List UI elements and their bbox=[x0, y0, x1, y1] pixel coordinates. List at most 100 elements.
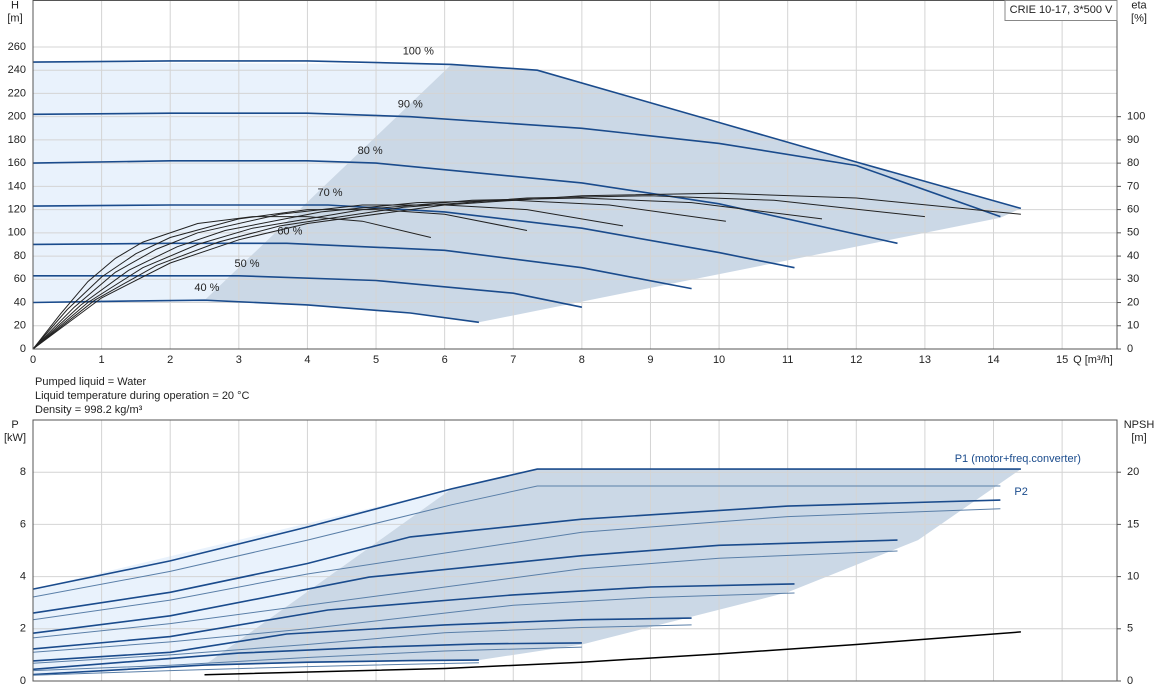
x-tick-label: 3 bbox=[236, 354, 242, 366]
x-tick-label: 11 bbox=[782, 354, 793, 366]
x-tick-label: 2 bbox=[167, 354, 173, 366]
y2-tick-label: 0 bbox=[1127, 343, 1133, 355]
y-tick-label: 240 bbox=[8, 64, 26, 76]
curve bbox=[32, 583, 795, 650]
y-tick-label: 260 bbox=[8, 41, 26, 53]
curve bbox=[32, 550, 898, 639]
curve-label: 50 % bbox=[235, 258, 260, 270]
x-tick-label: 0 bbox=[30, 354, 36, 366]
y-tick-label: 200 bbox=[8, 111, 26, 123]
y2-tick-label: 0 bbox=[1127, 675, 1133, 687]
x-tick-label: 15 bbox=[1056, 354, 1068, 366]
plot-frame bbox=[32, 419, 1118, 682]
y-axis-unit: [m] bbox=[7, 12, 22, 24]
curve bbox=[32, 204, 624, 350]
y-tick-label: 40 bbox=[14, 296, 26, 308]
curve bbox=[32, 209, 528, 350]
y-tick-label: 8 bbox=[20, 466, 26, 478]
curve-label: P1 (motor+freq.converter) bbox=[955, 453, 1081, 465]
x-tick-label: 7 bbox=[510, 354, 516, 366]
y2-axis-unit: [m] bbox=[1131, 432, 1146, 444]
y-tick-label: 120 bbox=[8, 204, 26, 216]
y2-tick-label: 40 bbox=[1127, 250, 1139, 262]
y2-tick-label: 20 bbox=[1127, 466, 1139, 478]
y-tick-label: 140 bbox=[8, 180, 26, 192]
curve bbox=[32, 195, 925, 350]
x-tick-label: 14 bbox=[987, 354, 999, 366]
curve bbox=[32, 204, 795, 269]
y-tick-label: 220 bbox=[8, 87, 26, 99]
title-box bbox=[1004, 0, 1118, 21]
curve-label: 90 % bbox=[398, 99, 423, 111]
curve bbox=[32, 539, 898, 634]
x-axis-label: Q [m³/h] bbox=[1073, 354, 1113, 366]
curve bbox=[32, 642, 582, 671]
curve bbox=[32, 192, 1021, 350]
y2-tick-label: 15 bbox=[1127, 518, 1139, 530]
y2-tick-label: 60 bbox=[1127, 204, 1139, 216]
curve-label: P2 bbox=[1014, 486, 1027, 498]
curve bbox=[32, 160, 898, 245]
y-tick-label: 4 bbox=[20, 571, 26, 583]
curve bbox=[32, 646, 582, 672]
y2-axis-label: NPSH bbox=[1124, 419, 1155, 431]
curve bbox=[32, 592, 795, 653]
x-tick-label: 9 bbox=[647, 354, 653, 366]
x-tick-label: 6 bbox=[442, 354, 448, 366]
curve bbox=[32, 499, 1001, 614]
curve bbox=[32, 199, 726, 350]
curve bbox=[32, 508, 1001, 621]
operating-area bbox=[204, 469, 1021, 666]
y-tick-label: 60 bbox=[14, 273, 26, 285]
y2-axis-unit: [%] bbox=[1131, 12, 1147, 24]
x-tick-label: 10 bbox=[713, 354, 725, 366]
note: Density = 998.2 kg/m³ bbox=[35, 404, 143, 416]
y2-tick-label: 50 bbox=[1127, 227, 1139, 239]
note: Liquid temperature during operation = 20… bbox=[35, 390, 250, 402]
curve bbox=[32, 242, 692, 290]
curve-label: 70 % bbox=[317, 187, 342, 199]
x-tick-label: 12 bbox=[850, 354, 862, 366]
x-tick-label: 13 bbox=[919, 354, 931, 366]
curve-label: 80 % bbox=[358, 145, 383, 157]
plot-frame bbox=[32, 0, 1118, 350]
curve-label: 40 % bbox=[194, 282, 219, 294]
y2-tick-label: 10 bbox=[1127, 320, 1139, 332]
curve bbox=[32, 659, 479, 676]
note: Pumped liquid = Water bbox=[35, 376, 147, 388]
curve-label: 60 % bbox=[277, 225, 302, 237]
y2-tick-label: 90 bbox=[1127, 134, 1139, 146]
y2-tick-label: 100 bbox=[1127, 111, 1145, 123]
y2-tick-label: 80 bbox=[1127, 157, 1139, 169]
x-tick-label: 8 bbox=[579, 354, 585, 366]
operating-area bbox=[33, 62, 452, 303]
y-axis-label: P bbox=[11, 419, 18, 431]
curve bbox=[32, 624, 692, 664]
y2-tick-label: 10 bbox=[1127, 571, 1139, 583]
curve bbox=[32, 485, 1001, 598]
curve bbox=[32, 216, 432, 350]
y-tick-label: 0 bbox=[20, 343, 26, 355]
curve bbox=[32, 60, 1022, 210]
y-tick-label: 100 bbox=[8, 227, 26, 239]
y-tick-label: 0 bbox=[20, 675, 26, 687]
y2-tick-label: 5 bbox=[1127, 623, 1133, 635]
curve bbox=[32, 662, 479, 676]
y-tick-label: 20 bbox=[14, 320, 26, 332]
y2-tick-label: 30 bbox=[1127, 273, 1139, 285]
y2-axis-label: eta bbox=[1131, 0, 1147, 11]
y-tick-label: 80 bbox=[14, 250, 26, 262]
curve bbox=[204, 631, 1021, 676]
y-axis-unit: [kW] bbox=[4, 432, 26, 444]
y-tick-label: 180 bbox=[8, 134, 26, 146]
y-axis-label: H bbox=[11, 0, 19, 11]
curve-label: 100 % bbox=[403, 45, 434, 57]
y2-tick-label: 20 bbox=[1127, 296, 1139, 308]
x-tick-label: 1 bbox=[99, 354, 105, 366]
y-tick-label: 160 bbox=[8, 157, 26, 169]
curve bbox=[32, 112, 1001, 218]
curve bbox=[32, 617, 692, 662]
x-tick-label: 4 bbox=[304, 354, 310, 366]
y-tick-label: 6 bbox=[20, 518, 26, 530]
